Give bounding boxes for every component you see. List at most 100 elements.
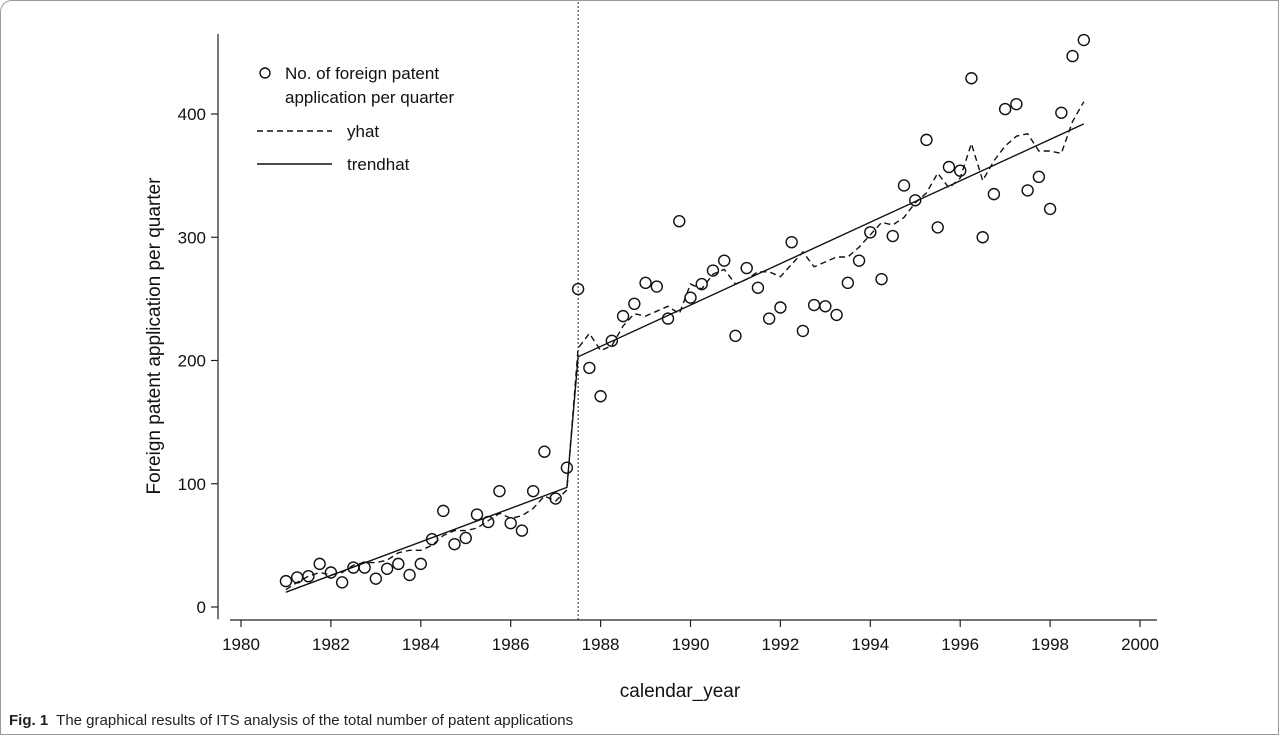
trendhat-line (285, 123, 1085, 593)
x-tick-label: 1994 (851, 635, 889, 654)
data-point (571, 282, 585, 296)
x-tick-label: 1986 (492, 635, 530, 654)
data-point (392, 557, 405, 571)
data-point (796, 324, 810, 338)
data-point (549, 492, 562, 505)
data-point (987, 187, 1001, 201)
data-point (414, 557, 427, 571)
data-point (1055, 106, 1068, 119)
data-point (1066, 49, 1079, 63)
data-point (1021, 184, 1034, 197)
data-point (616, 309, 630, 323)
x-axis: 1980 1982 1984 1986 1988 1990 1992 1994 1996 1998… (222, 619, 1159, 654)
x-axis-label: calendar_year (620, 681, 741, 702)
data-point (841, 276, 855, 290)
y-tick-label: 400 (178, 105, 206, 124)
data-point (515, 524, 529, 537)
data-point (605, 334, 619, 347)
legend: No. of foreign patent application per qua… (257, 64, 455, 174)
legend-label-line: yhat (347, 122, 379, 141)
data-point (628, 297, 641, 311)
y-tick-label: 200 (178, 352, 206, 371)
data-point (920, 133, 933, 147)
data-point (403, 568, 416, 582)
data-point (965, 72, 978, 85)
legend-label-line: trendhat (347, 155, 410, 174)
data-point (583, 361, 596, 375)
data-point (504, 516, 517, 530)
data-point (684, 291, 697, 304)
data-point (380, 562, 394, 575)
data-point (807, 298, 821, 312)
data-point (751, 281, 765, 294)
figure-label: Fig. 1 (9, 712, 49, 729)
data-point (639, 276, 652, 290)
data-point (830, 308, 843, 322)
x-tick-label: 1988 (582, 635, 620, 654)
legend-label-trendhat: trendhat (347, 155, 410, 174)
data-point (886, 229, 899, 243)
y-axis-label: Foreign patent application per quarter (144, 177, 165, 495)
data-point (335, 576, 349, 589)
data-point (998, 102, 1012, 116)
data-point (437, 504, 450, 518)
data-point (875, 272, 888, 286)
y-tick-label: 300 (178, 228, 206, 247)
legend-marker-circle (259, 67, 271, 79)
data-point (1043, 202, 1057, 216)
data-point (493, 484, 506, 498)
x-tick-label: 1990 (672, 635, 710, 654)
x-tick-label: 1998 (1031, 635, 1069, 654)
legend-label-observed: No. of foreign patent application per qua… (285, 64, 455, 107)
data-point (718, 254, 731, 267)
data-point (1077, 33, 1091, 47)
data-point (302, 569, 315, 583)
legend-label-line: application per quarter (285, 88, 455, 107)
data-point (594, 390, 607, 403)
data-point (1010, 97, 1023, 111)
x-tick-label: 1996 (941, 635, 979, 654)
data-point (729, 329, 742, 343)
data-point (1032, 170, 1046, 184)
data-point (470, 508, 484, 521)
data-point (762, 312, 776, 325)
data-point (526, 484, 540, 498)
data-point (279, 574, 293, 588)
data-point (673, 215, 686, 228)
data-point (942, 160, 956, 174)
x-tick-label: 2000 (1121, 635, 1159, 654)
data-point (650, 280, 663, 293)
plot-area (279, 33, 1091, 593)
data-point (448, 537, 461, 551)
data-point (864, 226, 877, 239)
legend-label-yhat: yhat (347, 122, 379, 141)
data-point (706, 264, 720, 277)
data-point (369, 572, 383, 585)
y-tick-label: 100 (178, 475, 206, 494)
data-point (313, 557, 326, 571)
x-tick-label: 1982 (312, 635, 350, 654)
yhat-line (285, 101, 1085, 591)
x-tick-label: 1980 (222, 635, 260, 654)
data-point (740, 261, 753, 275)
data-point (852, 254, 866, 267)
y-tick-label: 0 (197, 598, 206, 617)
data-point (909, 194, 922, 207)
figure-caption: Fig. 1 The graphical results of ITS analy… (9, 712, 573, 729)
data-point (785, 235, 798, 249)
data-point (931, 221, 944, 234)
data-point (774, 301, 787, 314)
legend-label-line: No. of foreign patent (285, 64, 439, 83)
x-tick-label: 1992 (761, 635, 799, 654)
data-point (976, 231, 989, 244)
data-point (897, 179, 911, 192)
data-point (358, 561, 371, 574)
figure-caption-text: The graphical results of ITS analysis of… (56, 712, 574, 729)
y-axis: 0 100 200 300 400 (178, 33, 219, 620)
data-point (819, 300, 832, 313)
data-point (459, 531, 472, 545)
x-tick-label: 1984 (402, 635, 440, 654)
data-point (538, 445, 551, 458)
